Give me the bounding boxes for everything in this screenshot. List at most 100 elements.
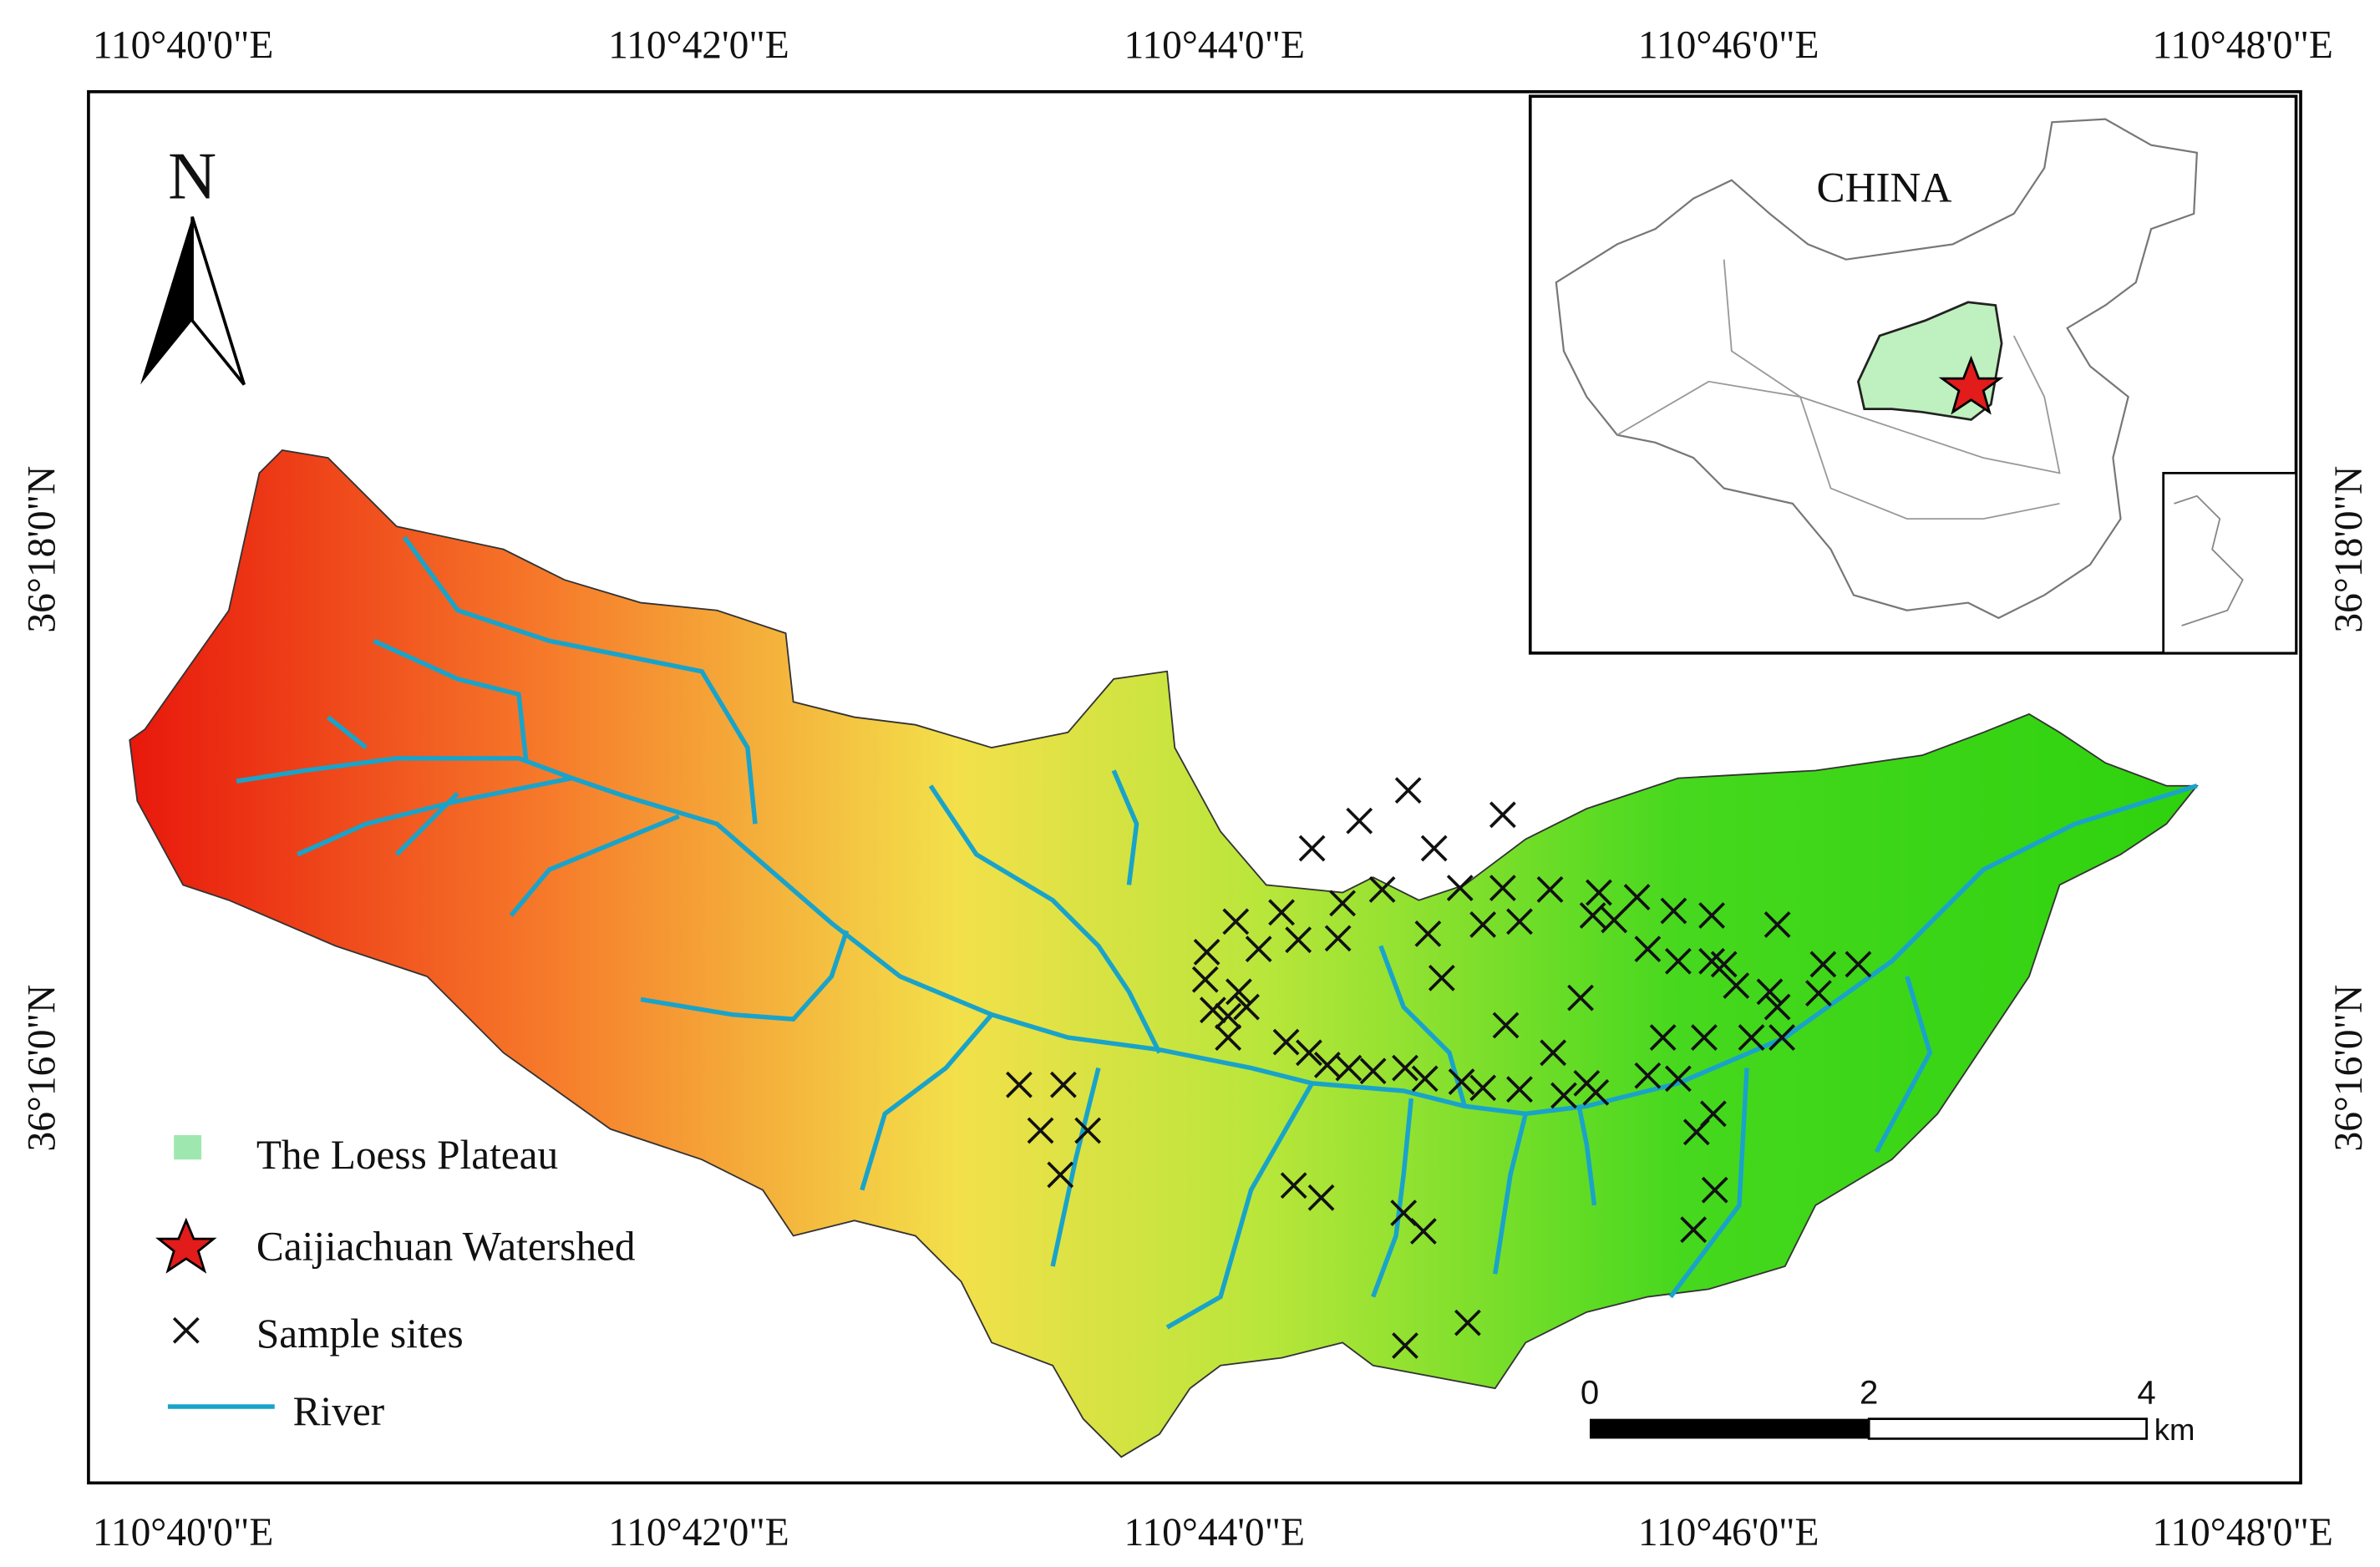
sample-site-stroke [1634,1062,1662,1089]
river [326,715,368,750]
sample-site-stroke [1268,899,1295,926]
sample-site-stroke [1411,1065,1439,1093]
top-coordinate-label: 110°46'0"E [1638,24,1819,68]
sample-site-stroke [1392,1332,1418,1359]
river [297,775,573,857]
left-coordinate-label: 36°18'0"N [21,466,64,633]
sample-site [1410,1218,1437,1245]
sample-site [1769,1024,1795,1051]
sample-site [1392,1332,1418,1359]
sample-site-stroke [1410,1218,1437,1245]
sample-site-stroke [1324,925,1352,952]
sample-site-stroke [1540,1039,1567,1067]
sample-site [1233,993,1260,1021]
sample-site-stroke [1006,1071,1033,1098]
sample-site [1222,908,1250,936]
bottom-coordinate-label: 110°44'0"E [1124,1511,1305,1554]
sample-site [1738,1024,1765,1051]
top-coordinate-label: 110°44'0"E [1124,24,1305,68]
sample-site-stroke [1492,1012,1520,1039]
sample-site [1346,807,1373,834]
sample-site-stroke [1446,875,1474,902]
scale-label: 4 [2137,1373,2155,1411]
sample-site-stroke [1226,978,1252,1006]
river [509,814,680,917]
sample-site [1272,1028,1300,1056]
sample-site [1680,1216,1708,1244]
sample-site-stroke [1298,834,1326,862]
sample-site [1660,897,1687,925]
sample-site [1050,1071,1077,1098]
sample-site [1006,1071,1033,1098]
sample-site-stroke [1579,902,1606,929]
sample-site-stroke [1805,980,1832,1007]
sample-site [1193,938,1220,966]
scale-label: 2 [1860,1373,1878,1411]
sample-site [1665,1065,1692,1093]
sample-site-stroke [1392,1054,1418,1082]
sample-site-stroke [1634,936,1662,963]
sample-site-stroke [1809,951,1837,978]
sample-site-stroke [1428,964,1455,991]
sample-site-stroke [1272,1028,1300,1056]
legend-star [155,1217,217,1274]
legend [155,1134,275,1409]
sample-site [1469,1074,1497,1102]
sample-site-stroke [1506,908,1533,936]
river [1668,1067,1749,1299]
river [640,930,850,1022]
sample-site [1567,984,1594,1012]
sample-site-stroke [1414,920,1442,947]
river [1371,1098,1414,1298]
sample-site [1573,1069,1601,1097]
sample-site [1324,925,1352,952]
river [1874,976,1933,1154]
sample-site [1634,1062,1662,1089]
sample-site-stroke [1763,993,1791,1021]
sample-site [1245,936,1272,963]
sample-site [1665,947,1692,975]
legend-swatch [174,1134,202,1160]
sample-site [1298,834,1326,862]
sample-site [1723,972,1750,999]
sample-site-stroke [1665,947,1692,975]
top-coordinate-label: 110°42'0"E [608,24,789,68]
sample-site [1335,1054,1363,1082]
legend-label: The Loess Plateau [256,1132,558,1178]
sample-site [1763,911,1791,938]
sample-site-stroke [1489,801,1516,829]
sample-site-stroke [1329,890,1357,917]
sample-site-stroke [1285,926,1312,954]
sample-site-stroke [1698,947,1725,975]
sample-site-stroke [1756,978,1784,1006]
sample-site-stroke [1845,951,1872,978]
sample-site-stroke [1191,966,1219,993]
sample-site [1586,879,1612,906]
sample-site [1698,902,1725,929]
top-coordinate-label: 110°48'0"E [2152,24,2333,68]
sample-site-stroke [1307,1184,1335,1211]
sample-site [1191,966,1219,993]
sample-site [1394,777,1422,804]
sample-site [1550,1082,1577,1109]
sample-site [1368,876,1396,903]
river [860,1012,994,1191]
sample-site-stroke [1368,876,1396,903]
sample-site-stroke [1199,996,1226,1024]
sample-site [1492,1012,1520,1039]
sample-site [1489,875,1516,902]
sample-site [1649,1024,1677,1051]
inset-map: CHINA [1528,94,2298,655]
sample-site [1579,902,1606,929]
sample-site [1215,1002,1242,1030]
sample-site-stroke [1573,1069,1601,1097]
river [1493,1113,1528,1275]
sample-site [1700,1100,1727,1128]
sample-site [1489,801,1516,829]
bottom-coordinate-label: 110°48'0"E [2152,1511,2333,1554]
sample-site-stroke [1586,879,1612,906]
legend-label: Sample sites [256,1311,464,1357]
sample-site [1710,951,1738,978]
sample-site-stroke [1701,1176,1728,1204]
sample-site-stroke [1710,951,1738,978]
